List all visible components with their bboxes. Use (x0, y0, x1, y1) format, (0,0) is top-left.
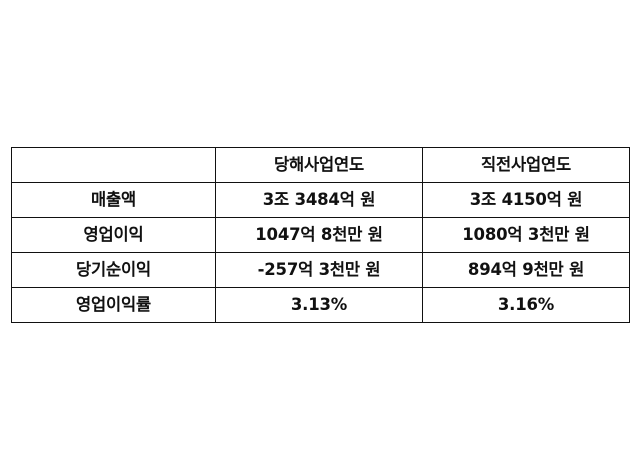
cell-operating-margin-current: 3.13% (215, 287, 423, 323)
cell-net-income-current: -257억 3천만 원 (215, 252, 423, 288)
row-label-operating-profit: 영업이익 (11, 217, 216, 253)
cell-net-income-prior: 894억 9천만 원 (422, 252, 630, 288)
table-row: 영업이익 1047억 8천만 원 1080억 3천만 원 (11, 217, 630, 253)
financial-summary-table: 당해사업연도 직전사업연도 매출액 3조 3484억 원 3조 4150억 원 … (11, 147, 630, 323)
row-label-revenue: 매출액 (11, 182, 216, 218)
cell-revenue-prior: 3조 4150억 원 (422, 182, 630, 218)
table-row: 매출액 3조 3484억 원 3조 4150억 원 (11, 182, 630, 218)
row-label-operating-margin: 영업이익률 (11, 287, 216, 323)
table-header: 당해사업연도 직전사업연도 (11, 147, 630, 183)
row-label-net-income: 당기순이익 (11, 252, 216, 288)
cell-operating-profit-prior: 1080억 3천만 원 (422, 217, 630, 253)
cell-operating-margin-prior: 3.16% (422, 287, 630, 323)
cell-revenue-current: 3조 3484억 원 (215, 182, 423, 218)
table-row: 당기순이익 -257억 3천만 원 894억 9천만 원 (11, 252, 630, 288)
financial-summary-table-container: 당해사업연도 직전사업연도 매출액 3조 3484억 원 3조 4150억 원 … (11, 147, 630, 323)
cell-operating-profit-current: 1047억 8천만 원 (215, 217, 423, 253)
table-corner-cell (11, 147, 216, 183)
table-row: 영업이익률 3.13% 3.16% (11, 287, 630, 323)
table-body: 매출액 3조 3484억 원 3조 4150억 원 영업이익 1047억 8천만… (11, 182, 630, 323)
table-header-row: 당해사업연도 직전사업연도 (11, 147, 630, 183)
column-header-prior-year: 직전사업연도 (422, 147, 630, 183)
column-header-current-year: 당해사업연도 (215, 147, 423, 183)
